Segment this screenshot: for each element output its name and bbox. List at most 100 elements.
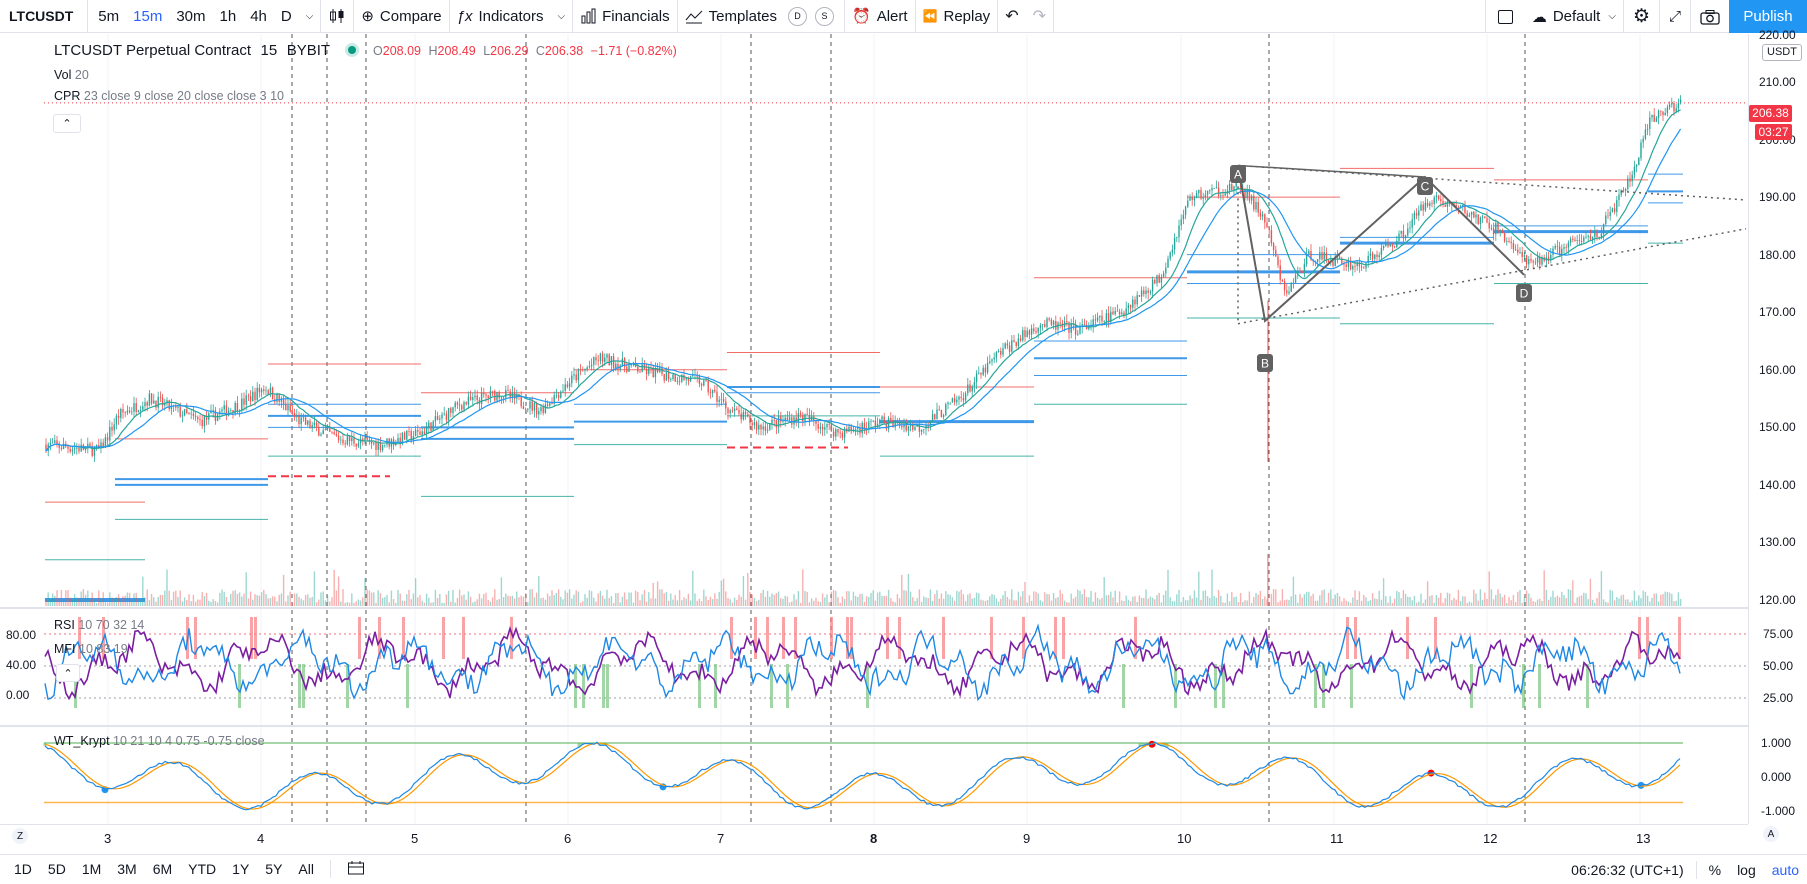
indicators-dropdown[interactable]: ⌵ xyxy=(551,0,573,33)
range-5y[interactable]: 5Y xyxy=(265,861,283,877)
volume-bar xyxy=(590,591,593,606)
time-label: 3 xyxy=(104,831,112,846)
range-ytd[interactable]: YTD xyxy=(188,861,217,877)
candle-body xyxy=(1292,282,1295,284)
candle-body xyxy=(531,401,533,411)
layout-button[interactable] xyxy=(1486,0,1525,33)
cpr-legend[interactable]: CPR 23 close 9 close 20 close close 3 10 xyxy=(54,89,285,103)
go-to-date-button[interactable] xyxy=(339,860,373,879)
candles xyxy=(45,95,1682,462)
financials-button[interactable]: Financials xyxy=(573,0,677,33)
interval-4h[interactable]: 4h xyxy=(250,7,267,25)
volume-bar xyxy=(634,590,637,606)
candle-body xyxy=(502,397,505,399)
candle-body xyxy=(498,392,500,399)
templates-button[interactable]: Templates xyxy=(678,0,784,33)
interval-5m[interactable]: 5m xyxy=(98,7,120,25)
candle-body xyxy=(1389,244,1391,247)
zoom-z-button[interactable]: Z xyxy=(12,828,28,844)
range-1d[interactable]: 1D xyxy=(14,861,32,877)
volume-bar xyxy=(645,601,648,606)
candle-body xyxy=(936,409,938,420)
volume-bar xyxy=(1272,589,1275,606)
volume-bar xyxy=(1391,602,1394,606)
alert-button[interactable]: ⏰ Alert xyxy=(852,7,908,26)
candle-body xyxy=(1290,283,1292,292)
redo-button[interactable]: ↷ xyxy=(1026,0,1053,33)
volume-bar xyxy=(274,596,276,606)
s-badge-button[interactable]: S xyxy=(815,6,834,26)
mfi-legend[interactable]: MFI 10 83 19 xyxy=(54,642,128,656)
volume-bar xyxy=(1501,597,1504,606)
vol-legend[interactable]: Vol 20 xyxy=(54,68,89,82)
percent-toggle[interactable]: % xyxy=(1708,861,1722,878)
interval-15m[interactable]: 15m xyxy=(133,7,163,25)
volume-bar xyxy=(199,599,201,606)
candle-body xyxy=(161,397,164,406)
range-6m[interactable]: 6M xyxy=(152,861,173,877)
interval-30m[interactable]: 30m xyxy=(176,7,206,25)
interval-d[interactable]: D xyxy=(280,7,292,25)
volume-bar xyxy=(300,598,302,606)
overbought-highlight xyxy=(846,617,849,659)
volume-bar xyxy=(1288,600,1290,606)
intervals-dropdown[interactable]: ⌵ xyxy=(299,0,321,33)
range-3m[interactable]: 3M xyxy=(117,861,137,877)
candle-body xyxy=(1184,206,1187,215)
range-1y[interactable]: 1Y xyxy=(232,861,250,877)
symbol-search[interactable]: LTCUSDT xyxy=(0,0,89,33)
time-label: 10 xyxy=(1177,831,1192,846)
d-badge-button[interactable]: D xyxy=(788,6,807,26)
clock[interactable]: 06:26:32 (UTC+1) xyxy=(1571,861,1684,878)
rsi-legend[interactable]: RSI 10 70 32 14 xyxy=(54,618,145,632)
interval-1h[interactable]: 1h xyxy=(219,7,237,25)
time-axis[interactable]: Z 3 4 5 6 7 8 9 10 11 12 13 xyxy=(0,824,1748,854)
candle-body xyxy=(1264,214,1266,223)
volume-bar xyxy=(500,577,503,606)
volume-bar xyxy=(1250,602,1253,606)
price-axis[interactable]: 220.00 USDT 210.00200.00190.00180.00170.… xyxy=(1748,28,1807,842)
volume-bar xyxy=(254,594,256,606)
cloud-layout-button[interactable]: ☁ Default ⌵ xyxy=(1531,8,1616,26)
collapse-legend-button[interactable]: ⌃ xyxy=(53,114,81,133)
candle-body xyxy=(610,356,613,365)
candle-body xyxy=(1129,304,1132,308)
volume-bar xyxy=(1569,590,1572,606)
range-1m[interactable]: 1M xyxy=(81,861,102,877)
volume-bar xyxy=(212,599,214,606)
volume-bar xyxy=(452,590,454,606)
chart-type-button[interactable] xyxy=(321,0,353,33)
volume-bar xyxy=(445,594,448,606)
snapshot-button[interactable] xyxy=(1691,0,1729,33)
volume-bar xyxy=(678,590,681,606)
settings-button[interactable]: ⚙ xyxy=(1624,0,1659,33)
candle-body xyxy=(1602,224,1605,234)
candle-body xyxy=(131,411,133,413)
range-5d[interactable]: 5D xyxy=(47,861,66,877)
candle-body xyxy=(249,396,252,402)
undo-button[interactable]: ↶ xyxy=(998,0,1025,33)
log-toggle[interactable]: log xyxy=(1737,861,1756,878)
publish-button[interactable]: Publish xyxy=(1729,0,1807,33)
volume-bar xyxy=(1664,591,1666,606)
volume-bar xyxy=(821,593,824,606)
replay-button[interactable]: ⏪ Replay xyxy=(922,7,991,25)
wt-legend[interactable]: WT_Krypt 10 21 10 4 0.75 -0.75 close xyxy=(54,734,265,748)
candle-body xyxy=(313,422,316,426)
collapse-pane-button[interactable]: ⌃ xyxy=(56,664,80,682)
auto-scale-a-button[interactable]: A xyxy=(1763,826,1779,842)
currency-badge[interactable]: USDT xyxy=(1762,44,1802,61)
volume-bar xyxy=(408,589,410,606)
volume-bar xyxy=(150,593,153,606)
fullscreen-button[interactable]: ⤢ xyxy=(1660,0,1690,33)
compare-button[interactable]: ⊕ Compare xyxy=(361,7,442,26)
cpr-levels xyxy=(44,102,1748,602)
range-all[interactable]: All xyxy=(298,861,314,877)
candle-body xyxy=(1624,189,1627,191)
candle-body xyxy=(527,408,529,410)
indicators-button[interactable]: ƒx Indicators xyxy=(456,7,544,25)
auto-toggle[interactable]: auto xyxy=(1771,861,1799,878)
